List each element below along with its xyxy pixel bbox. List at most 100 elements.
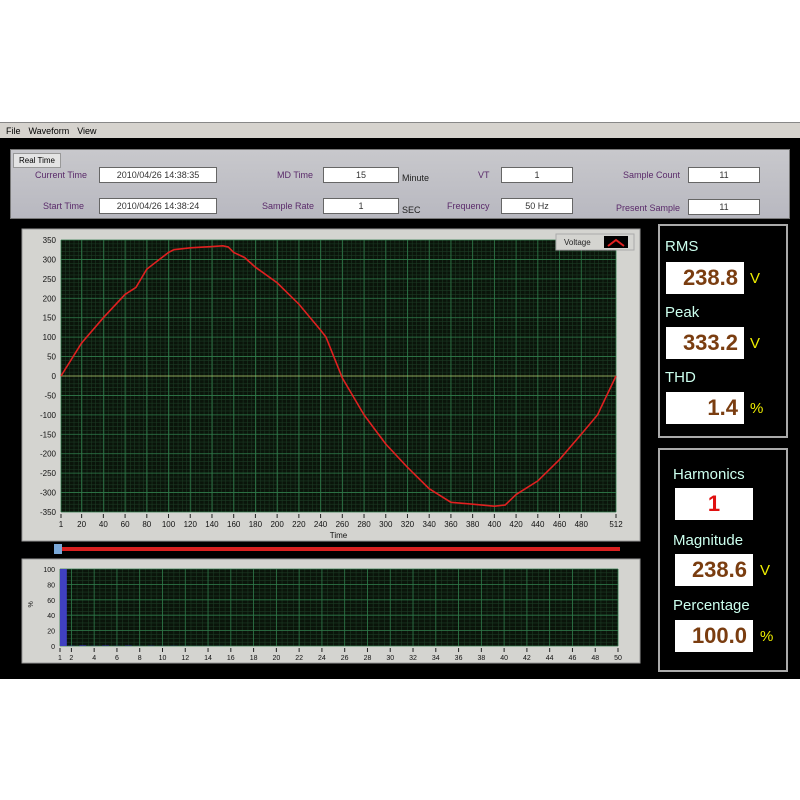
x-tick-label: 22 — [295, 655, 303, 662]
x-tick-label: 140 — [205, 520, 219, 529]
x-tick-label: 30 — [386, 655, 394, 662]
frequency-label: Frequency — [447, 201, 490, 211]
thd-unit: % — [750, 400, 764, 417]
menu-waveform[interactable]: Waveform — [28, 125, 70, 136]
x-tick-label: 180 — [249, 520, 263, 529]
md-time-field[interactable]: 15 — [323, 167, 399, 183]
peak-value: 333.2 — [666, 327, 744, 359]
harmonic-bar — [60, 569, 67, 646]
waveform-scrollbar[interactable] — [60, 547, 620, 551]
percentage-label: Percentage — [673, 597, 750, 614]
x-tick-label: 60 — [121, 520, 130, 529]
x-tick-label: 120 — [184, 520, 198, 529]
x-tick-label: 240 — [314, 520, 328, 529]
rms-label: RMS — [665, 238, 699, 255]
y-tick-label: -150 — [40, 430, 57, 439]
x-tick-label: 340 — [423, 520, 437, 529]
magnitude-unit: V — [760, 562, 771, 579]
y-tick-label: 150 — [43, 314, 57, 323]
frequency-field[interactable]: 50 Hz — [501, 198, 573, 214]
x-tick-label: 12 — [181, 655, 189, 662]
x-tick-label: 1 — [58, 655, 62, 662]
x-tick-label: 16 — [227, 655, 235, 662]
x-tick-label: 26 — [341, 655, 349, 662]
info-panel: Real Time Current Time 2010/04/26 14:38:… — [10, 149, 790, 219]
harmonic-panel: Harmonics 1 Magnitude 238.6 V Percentage… — [658, 448, 788, 672]
tab-real-time[interactable]: Real Time — [13, 153, 61, 168]
y-tick-label: -200 — [40, 450, 57, 459]
x-tick-label: 20 — [272, 655, 280, 662]
x-tick-label: 32 — [409, 655, 417, 662]
y-tick-label: 200 — [43, 294, 57, 303]
app-window: File Waveform View Real Time Current Tim… — [0, 122, 800, 679]
y-tick-label: 250 — [43, 275, 57, 284]
peak-unit: V — [750, 335, 761, 352]
x-tick-label: 400 — [488, 520, 502, 529]
magnitude-value: 238.6 — [675, 554, 753, 586]
x-tick-label: 40 — [500, 655, 508, 662]
rms-value: 238.8 — [666, 262, 744, 294]
menu-view[interactable]: View — [77, 125, 97, 136]
sample-count-label: Sample Count — [623, 170, 681, 180]
x-tick-label: 40 — [99, 520, 108, 529]
x-tick-label: 10 — [159, 655, 167, 662]
harmonics-field[interactable]: 1 — [675, 488, 753, 520]
vt-label: VT — [478, 170, 490, 180]
menu-bar: File Waveform View — [0, 123, 800, 138]
x-tick-label: 360 — [444, 520, 458, 529]
x-tick-label: 2 — [69, 655, 73, 662]
x-tick-label: 440 — [531, 520, 545, 529]
x-tick-label: 34 — [432, 655, 440, 662]
x-tick-label: 38 — [477, 655, 485, 662]
x-tick-label: 46 — [569, 655, 577, 662]
magnitude-label: Magnitude — [673, 532, 744, 549]
current-time-field: 2010/04/26 14:38:35 — [99, 167, 217, 183]
legend-swatch — [604, 236, 628, 248]
sample-rate-field[interactable]: 1 — [323, 198, 399, 214]
y-tick-label: -250 — [40, 469, 57, 478]
x-tick-label: 200 — [270, 520, 284, 529]
scrollbar-handle[interactable] — [54, 544, 62, 554]
x-tick-label: 18 — [250, 655, 258, 662]
y-tick-label: -350 — [40, 508, 57, 517]
x-tick-label: 280 — [357, 520, 371, 529]
y-tick-label: 50 — [47, 353, 56, 362]
x-tick-label: 300 — [379, 520, 393, 529]
x-tick-label: 260 — [336, 520, 350, 529]
harmonics-label: Harmonics — [673, 466, 745, 483]
voltage-trace — [60, 245, 617, 507]
md-time-label: MD Time — [277, 170, 313, 180]
menu-file[interactable]: File — [6, 125, 21, 136]
x-tick-label: 42 — [523, 655, 531, 662]
percentage-unit: % — [760, 628, 774, 645]
y-tick-label: 0 — [51, 644, 55, 651]
x-tick-label: 220 — [292, 520, 306, 529]
peak-label: Peak — [665, 304, 700, 321]
present-sample-stepper[interactable]: 11 — [688, 199, 760, 215]
x-tick-label: 48 — [591, 655, 599, 662]
y-tick-label: -100 — [40, 411, 57, 420]
x-tick-label: 50 — [614, 655, 622, 662]
y-tick-label: 60 — [47, 598, 55, 605]
sample-rate-unit: SEC — [402, 205, 421, 215]
rms-unit: V — [750, 270, 761, 287]
x-tick-label: 14 — [204, 655, 212, 662]
percentage-value: 100.0 — [675, 620, 753, 652]
x-tick-label: 80 — [142, 520, 151, 529]
y-tick-label: 40 — [47, 613, 55, 620]
y-tick-label: 20 — [47, 629, 55, 636]
thd-label: THD — [665, 369, 696, 386]
x-tick-label: 380 — [466, 520, 480, 529]
measurement-panel: RMS 238.8 V Peak 333.2 V THD 1.4 % — [658, 224, 788, 438]
x-tick-label: 24 — [318, 655, 326, 662]
x-tick-label: 8 — [138, 655, 142, 662]
thd-value: 1.4 — [666, 392, 744, 424]
current-time-label: Current Time — [35, 170, 88, 180]
x-tick-label: 4 — [92, 655, 96, 662]
y-tick-label: 100 — [43, 333, 57, 342]
md-time-unit: Minute — [402, 173, 430, 183]
vt-field[interactable]: 1 — [501, 167, 573, 183]
x-axis-label: Time — [330, 531, 348, 540]
legend-line-icon — [607, 238, 625, 247]
charts: 1 20 40 60 80 100 120 140 160 180 200 220 240 260 280 3… — [21, 228, 641, 664]
